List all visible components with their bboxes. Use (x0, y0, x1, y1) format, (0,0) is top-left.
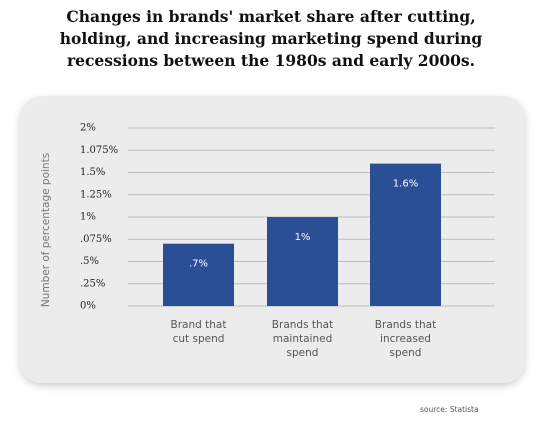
y-tick-label: .075% (80, 234, 112, 245)
value-label: .7% (189, 259, 208, 270)
value-label: 1% (295, 232, 311, 243)
bar (370, 163, 441, 306)
chart-title: recessions between the 1980s and early 2… (67, 51, 475, 70)
chart-title: holding, and increasing marketing spend … (60, 29, 483, 48)
y-tick-label: 1% (80, 212, 96, 223)
x-tick-label: spend (287, 347, 319, 359)
x-tick-label: cut spend (173, 333, 225, 345)
y-tick-label: .25% (80, 278, 105, 289)
x-tick-label: Brands that (375, 319, 436, 331)
x-tick-label: Brands that (272, 319, 333, 331)
bar (163, 243, 234, 306)
value-label: 1.6% (393, 179, 418, 190)
x-tick-label: increased (380, 333, 431, 345)
bar (267, 217, 338, 306)
x-tick-label: Brand that (171, 319, 227, 331)
source: source: Statista (420, 405, 479, 414)
y-tick-label: 0% (80, 301, 96, 312)
x-tick-label: maintained (273, 333, 332, 345)
y-tick-label: 1.075% (80, 145, 118, 156)
chart-title: Changes in brands' market share after cu… (66, 7, 475, 26)
y-tick-label: .5% (80, 256, 99, 267)
y-tick-label: 1.5% (80, 167, 105, 178)
x-tick-label: spend (390, 347, 422, 359)
y-tick-label: 2% (80, 123, 96, 134)
y-tick-label: 1.25% (80, 189, 112, 200)
y-axis-label: Number of percentage points (40, 153, 52, 307)
